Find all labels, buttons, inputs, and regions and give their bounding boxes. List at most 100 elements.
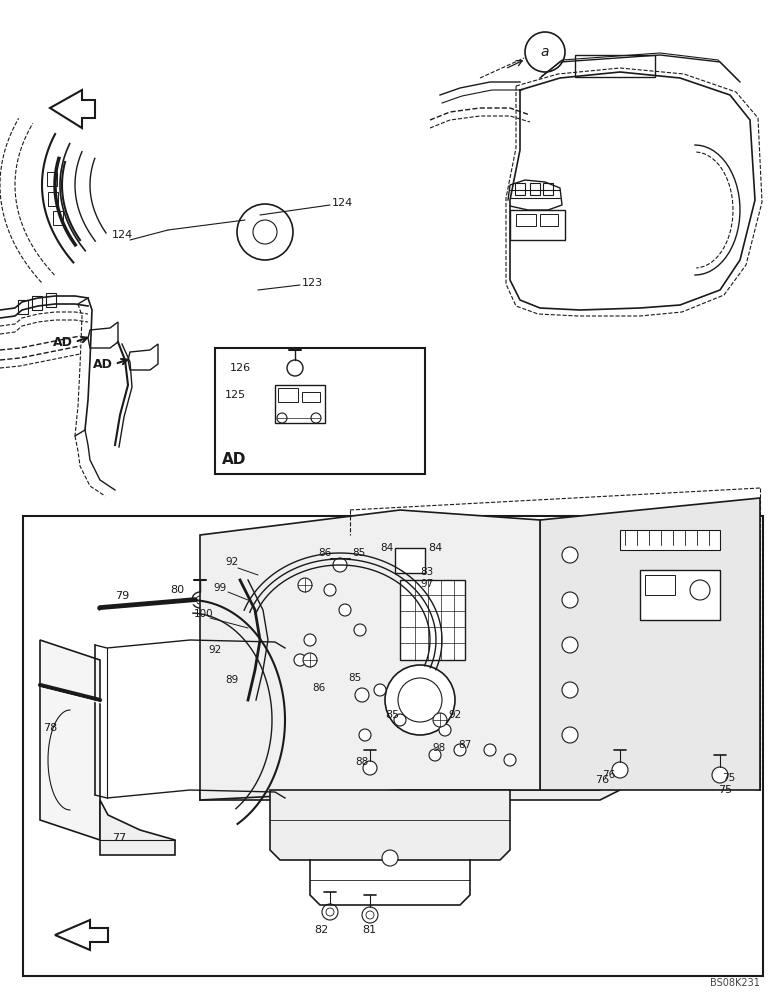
Polygon shape — [270, 790, 510, 860]
Bar — [278, 388, 298, 402]
Polygon shape — [50, 90, 95, 128]
Bar — [400, 580, 465, 660]
Bar — [543, 183, 553, 195]
Polygon shape — [88, 322, 118, 348]
Polygon shape — [100, 800, 175, 855]
Text: 84: 84 — [428, 543, 442, 553]
Bar — [46, 293, 56, 307]
Text: 88: 88 — [355, 757, 368, 767]
Circle shape — [298, 578, 312, 592]
Text: 77: 77 — [112, 833, 126, 843]
Bar — [510, 210, 565, 240]
Circle shape — [398, 678, 442, 722]
Circle shape — [562, 727, 578, 743]
Circle shape — [385, 665, 455, 735]
Bar — [530, 183, 540, 195]
Text: 75: 75 — [718, 785, 732, 795]
Text: AD: AD — [93, 358, 113, 370]
Text: 97: 97 — [420, 579, 434, 589]
Circle shape — [355, 688, 369, 702]
Bar — [23, 516, 763, 976]
Text: 85: 85 — [352, 548, 365, 558]
Circle shape — [612, 762, 628, 778]
Text: 92: 92 — [208, 645, 221, 655]
Bar — [640, 570, 720, 620]
Bar — [540, 214, 558, 226]
Text: AD: AD — [53, 336, 73, 349]
Circle shape — [429, 749, 441, 761]
Circle shape — [504, 754, 516, 766]
Bar — [275, 385, 325, 423]
Circle shape — [525, 32, 565, 72]
Polygon shape — [200, 510, 540, 800]
Text: 75: 75 — [722, 773, 735, 783]
Polygon shape — [128, 344, 158, 370]
Circle shape — [192, 592, 208, 608]
Circle shape — [562, 637, 578, 653]
Circle shape — [354, 624, 366, 636]
Circle shape — [382, 850, 398, 866]
Circle shape — [562, 547, 578, 563]
Text: 87: 87 — [458, 740, 471, 750]
Text: 100: 100 — [194, 609, 213, 619]
Circle shape — [322, 904, 338, 920]
Text: 89: 89 — [225, 675, 238, 685]
Circle shape — [253, 220, 277, 244]
Circle shape — [433, 713, 447, 727]
Text: 85: 85 — [348, 673, 361, 683]
Text: 81: 81 — [362, 925, 376, 935]
Text: 125: 125 — [225, 390, 246, 400]
Circle shape — [363, 761, 377, 775]
Text: 123: 123 — [302, 278, 323, 288]
Circle shape — [237, 204, 293, 260]
Bar — [48, 192, 58, 206]
Bar — [47, 172, 57, 186]
Circle shape — [303, 653, 317, 667]
Bar — [620, 530, 720, 550]
Text: 85: 85 — [385, 710, 399, 720]
Circle shape — [366, 911, 374, 919]
Text: 92: 92 — [225, 557, 238, 567]
Circle shape — [196, 596, 204, 604]
Text: 76: 76 — [595, 775, 609, 785]
Bar — [575, 55, 655, 77]
Polygon shape — [40, 640, 100, 840]
Bar — [18, 300, 28, 314]
Polygon shape — [200, 760, 660, 800]
Text: 92: 92 — [448, 710, 461, 720]
Circle shape — [326, 908, 334, 916]
Circle shape — [712, 767, 728, 783]
Text: 84: 84 — [380, 543, 394, 553]
Circle shape — [690, 580, 710, 600]
Circle shape — [562, 682, 578, 698]
Circle shape — [311, 413, 321, 423]
Circle shape — [304, 634, 316, 646]
Polygon shape — [540, 498, 760, 790]
Circle shape — [454, 744, 466, 756]
Text: 83: 83 — [420, 567, 434, 577]
Bar — [516, 214, 536, 226]
Text: 124: 124 — [332, 198, 354, 208]
Bar — [395, 548, 425, 573]
Polygon shape — [55, 920, 108, 950]
Text: 99: 99 — [213, 583, 227, 593]
Circle shape — [562, 592, 578, 608]
Bar — [215, 348, 425, 474]
Text: 98: 98 — [432, 743, 445, 753]
Circle shape — [324, 584, 336, 596]
Text: a: a — [541, 45, 550, 59]
Text: 80: 80 — [170, 585, 184, 595]
Circle shape — [339, 604, 351, 616]
Text: BS08K231: BS08K231 — [710, 978, 760, 988]
Text: 126: 126 — [230, 363, 251, 373]
Circle shape — [287, 360, 303, 376]
Text: 86: 86 — [318, 548, 332, 558]
Circle shape — [359, 729, 371, 741]
Bar — [302, 392, 320, 402]
Bar — [53, 211, 63, 225]
Circle shape — [333, 558, 347, 572]
Bar — [32, 296, 42, 310]
Circle shape — [374, 684, 386, 696]
Bar — [645, 575, 675, 595]
Text: AD: AD — [222, 452, 246, 468]
